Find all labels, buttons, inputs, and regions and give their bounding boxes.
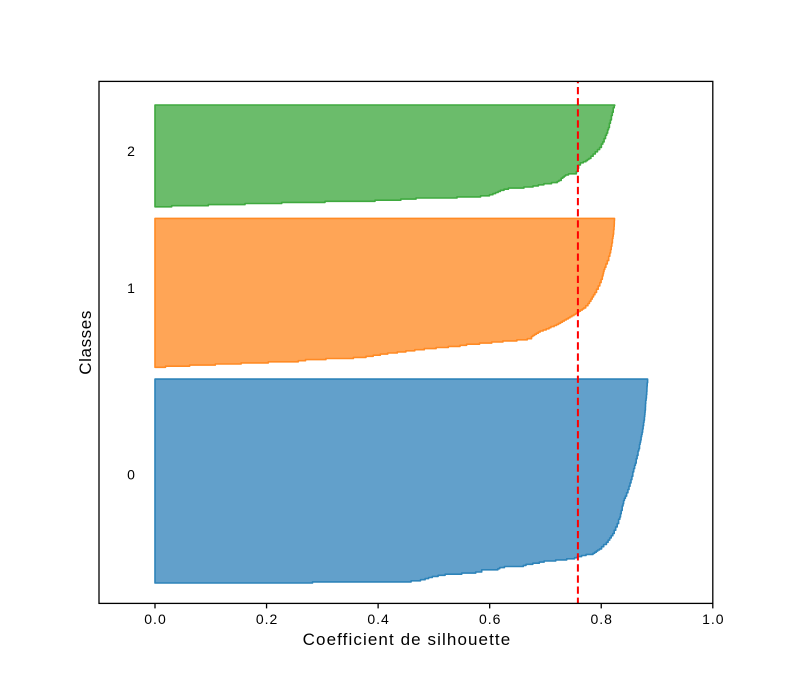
svg-text:Coefficient de silhouette: Coefficient de silhouette <box>303 630 512 649</box>
svg-text:0: 0 <box>127 466 135 482</box>
svg-text:2: 2 <box>127 143 135 159</box>
svg-text:Classes: Classes <box>76 310 95 375</box>
svg-text:0.0: 0.0 <box>144 611 166 627</box>
svg-text:0.2: 0.2 <box>256 611 278 627</box>
svg-text:0.4: 0.4 <box>367 611 389 627</box>
svg-text:1: 1 <box>127 280 135 296</box>
svg-text:0.8: 0.8 <box>591 611 613 627</box>
svg-text:0.6: 0.6 <box>479 611 501 627</box>
svg-text:1.0: 1.0 <box>702 611 724 627</box>
